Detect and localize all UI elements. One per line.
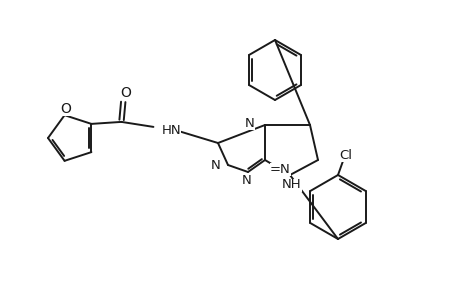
Text: N: N: [211, 158, 220, 172]
Text: O: O: [60, 102, 71, 116]
Text: NH: NH: [281, 178, 301, 191]
Text: Cl: Cl: [339, 148, 352, 161]
Text: N: N: [241, 175, 252, 188]
Text: HN: HN: [161, 124, 181, 137]
Text: =N: =N: [269, 163, 290, 176]
Text: N: N: [245, 116, 254, 130]
Text: O: O: [120, 86, 130, 100]
